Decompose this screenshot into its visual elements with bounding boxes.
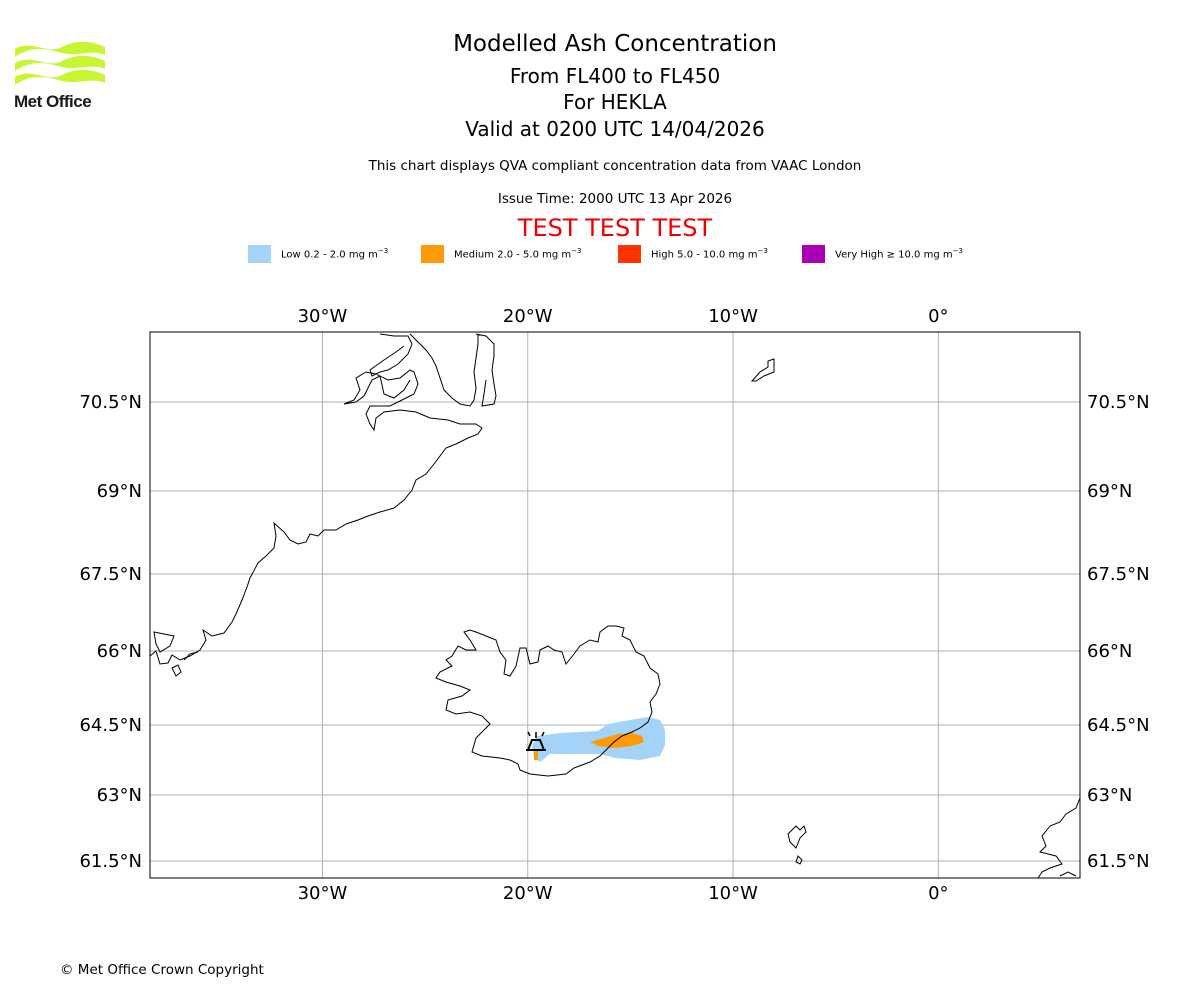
lon-label-top: 10°W <box>708 306 758 327</box>
lon-label-bottom: 0° <box>928 883 948 904</box>
volcano-subtitle: For HEKLA <box>563 90 667 114</box>
legend-label-high: High 5.0 - 10.0 mg m−3 <box>651 247 768 261</box>
lat-label-left: 70.5°N <box>79 392 142 413</box>
lon-label-bottom: 10°W <box>708 883 758 904</box>
chart-note: This chart displays QVA compliant concen… <box>368 158 862 174</box>
legend-swatch-medium <box>421 245 444 263</box>
legend-item-very-high: Very High ≥ 10.0 mg m−3 <box>802 244 963 264</box>
lat-label-left: 61.5°N <box>79 851 142 872</box>
test-banner: TEST TEST TEST <box>517 214 713 242</box>
legend-swatch-very-high <box>802 245 825 263</box>
lat-label-right: 64.5°N <box>1087 715 1150 736</box>
lat-label-right: 61.5°N <box>1087 851 1150 872</box>
copyright-notice: © Met Office Crown Copyright <box>60 962 264 978</box>
legend-label-very-high: Very High ≥ 10.0 mg m−3 <box>835 247 963 261</box>
lon-label-bottom: 20°W <box>503 883 553 904</box>
issue-time: Issue Time: 2000 UTC 13 Apr 2026 <box>497 191 733 207</box>
volcano-symbol <box>526 731 546 751</box>
lon-label-top: 20°W <box>503 306 553 327</box>
lat-label-left: 66°N <box>97 641 142 662</box>
greenland-coast-fragment <box>153 631 199 677</box>
flight-level-subtitle: From FL400 to FL450 <box>509 64 721 88</box>
legend-swatch-high <box>618 245 641 263</box>
valid-time-subtitle: Valid at 0200 UTC 14/04/2026 <box>465 117 765 141</box>
legend-item-medium: Medium 2.0 - 5.0 mg m−3 <box>421 244 581 264</box>
ash-area-low <box>532 717 665 762</box>
jan-mayen-coastline <box>750 358 775 382</box>
greenland-coastline <box>149 333 497 665</box>
lat-label-left: 63°N <box>97 785 142 806</box>
legend-item-low: Low 0.2 - 2.0 mg m−3 <box>248 244 388 264</box>
lat-label-right: 69°N <box>1087 481 1132 502</box>
lat-label-right: 67.5°N <box>1087 564 1150 585</box>
lat-label-left: 64.5°N <box>79 715 142 736</box>
chart-title: Modelled Ash Concentration <box>453 31 777 57</box>
legend-label-medium: Medium 2.0 - 5.0 mg m−3 <box>454 247 582 261</box>
met-office-logo <box>15 41 105 85</box>
logo-text: Met Office <box>14 92 92 111</box>
lat-label-right: 70.5°N <box>1087 392 1150 413</box>
lat-label-left: 67.5°N <box>79 564 142 585</box>
legend-item-high: High 5.0 - 10.0 mg m−3 <box>618 244 768 264</box>
norway-coastline <box>1037 797 1081 879</box>
legend-label-low: Low 0.2 - 2.0 mg m−3 <box>281 247 389 261</box>
faroe-islands-coastline <box>787 825 807 865</box>
lat-label-right: 66°N <box>1087 641 1132 662</box>
map-frame <box>149 331 1081 879</box>
lon-label-top: 0° <box>928 306 948 327</box>
lat-label-right: 63°N <box>1087 785 1132 806</box>
lon-label-bottom: 30°W <box>298 883 348 904</box>
lon-label-top: 30°W <box>298 306 348 327</box>
iceland-coastline <box>435 625 661 777</box>
lat-label-left: 69°N <box>97 481 142 502</box>
legend-swatch-low <box>248 245 271 263</box>
map-axis-labels: 30°W 30°W 20°W 20°W 10°W 10°W 0° 0° 70.5°N 70.5°N… <box>79 306 1149 904</box>
map-gridlines <box>150 332 1080 878</box>
